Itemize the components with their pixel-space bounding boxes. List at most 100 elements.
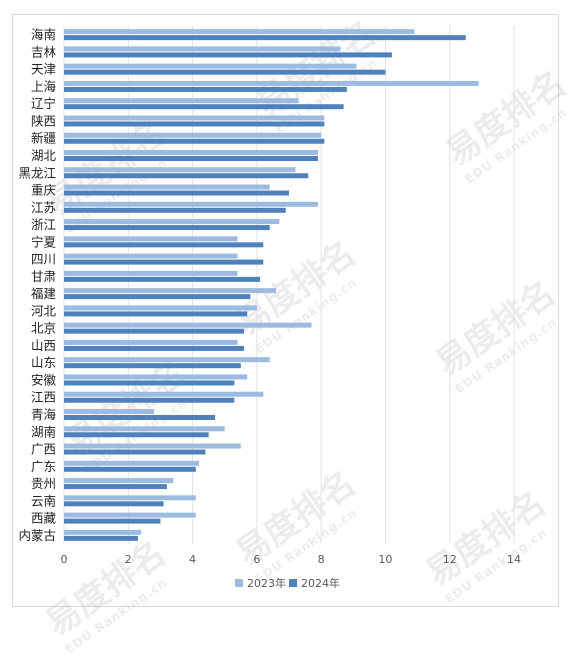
category-label: 黑龙江 [18,165,56,180]
chart-frame [12,14,559,607]
x-tick-label: 4 [189,553,196,566]
category-label: 新疆 [31,131,56,146]
category-label: 宁夏 [31,234,57,249]
bar-series1 [64,391,264,397]
bar-series2 [64,190,289,196]
x-tick-label: 2 [125,553,132,566]
bar-series1 [64,219,280,225]
bar-series2 [64,69,386,75]
legend-swatch [235,579,243,587]
bar-chart: 海南吉林天津上海辽宁陕西新疆湖北黑龙江重庆江苏浙江宁夏四川甘肃福建河北北京山西山… [18,26,522,590]
bar-series2 [64,86,347,92]
category-label: 江苏 [31,200,56,215]
bar-series2 [64,466,196,472]
bar-series1 [64,322,312,328]
bar-series1 [64,150,318,155]
category-label: 河北 [31,303,57,318]
bar-series2 [64,380,235,386]
bar-series2 [64,173,309,179]
bar-series2 [64,294,251,300]
bar-series1 [64,236,238,242]
bar-series1 [64,167,296,173]
x-tick-label: 6 [253,553,260,566]
category-label: 西藏 [31,511,57,526]
category-label: 广西 [31,442,56,457]
bar-series2 [64,225,270,231]
bar-series1 [64,339,238,345]
bar-series1 [64,201,318,207]
bar-series1 [64,270,238,276]
category-label: 吉林 [31,44,57,59]
bar-series1 [64,29,415,35]
category-label: 安徽 [31,372,57,387]
bars [64,29,479,541]
bar-series1 [64,184,270,190]
bar-series2 [64,501,164,507]
category-label: 陕西 [31,113,56,128]
category-label: 天津 [31,62,56,77]
category-label: 青海 [31,407,57,422]
category-label: 内蒙古 [18,528,56,543]
category-label: 云南 [31,493,56,508]
bar-series2 [64,311,248,317]
bar-series2 [64,52,392,58]
bar-series1 [64,98,299,104]
bar-series2 [64,449,206,455]
x-tick-label: 0 [61,553,68,566]
x-tick-label: 10 [378,553,392,566]
bar-series2 [64,535,138,541]
category-label: 浙江 [31,217,56,232]
x-tick-label: 14 [507,553,521,566]
bar-series2 [64,363,241,369]
legend-label: 2024年 [301,576,340,590]
bar-series1 [64,132,322,138]
bar-series2 [64,328,244,334]
category-label: 海南 [31,27,56,42]
bar-series2 [64,121,325,127]
category-label: 四川 [31,252,56,267]
bar-series1 [64,512,196,518]
bar-series1 [64,80,479,86]
bar-series1 [64,115,325,121]
bar-series2 [64,138,325,144]
bar-series1 [64,409,154,414]
bar-series2 [64,518,161,524]
category-label: 北京 [31,321,56,336]
bar-series1 [64,357,270,363]
bar-series2 [64,242,264,248]
bar-series2 [64,104,344,110]
bar-series1 [64,426,225,432]
category-labels: 海南吉林天津上海辽宁陕西新疆湖北黑龙江重庆江苏浙江宁夏四川甘肃福建河北北京山西山… [18,27,56,543]
category-label: 湖北 [31,148,57,163]
bar-series2 [64,397,235,403]
gridlines [63,26,515,544]
bar-series1 [64,495,196,501]
bar-series1 [64,288,277,294]
bar-series1 [64,460,199,466]
category-label: 上海 [31,79,57,94]
bar-series2 [64,156,318,161]
x-tick-label: 12 [443,553,457,566]
bar-series1 [64,63,357,69]
bar-series1 [64,305,257,311]
bar-series2 [64,276,261,282]
x-tick-labels: 0 2 4 6 8 10 12 14 [61,553,522,566]
bar-series1 [64,443,241,449]
legend-swatch [289,579,297,587]
category-label: 福建 [31,286,57,301]
x-tick-label: 8 [318,553,325,566]
bar-series1 [64,374,248,380]
bar-series2 [64,207,286,213]
legend: 2023年 2024年 [235,576,340,590]
bar-series2 [64,432,209,438]
bar-series1 [64,478,174,484]
bar-series2 [64,484,167,490]
category-label: 湖南 [31,424,56,439]
bar-series2 [64,345,244,351]
category-label: 山西 [31,338,56,353]
bar-series1 [64,253,238,259]
bar-series2 [64,259,264,265]
category-label: 广东 [31,459,56,474]
bar-series1 [64,529,142,535]
category-label: 重庆 [31,183,57,198]
